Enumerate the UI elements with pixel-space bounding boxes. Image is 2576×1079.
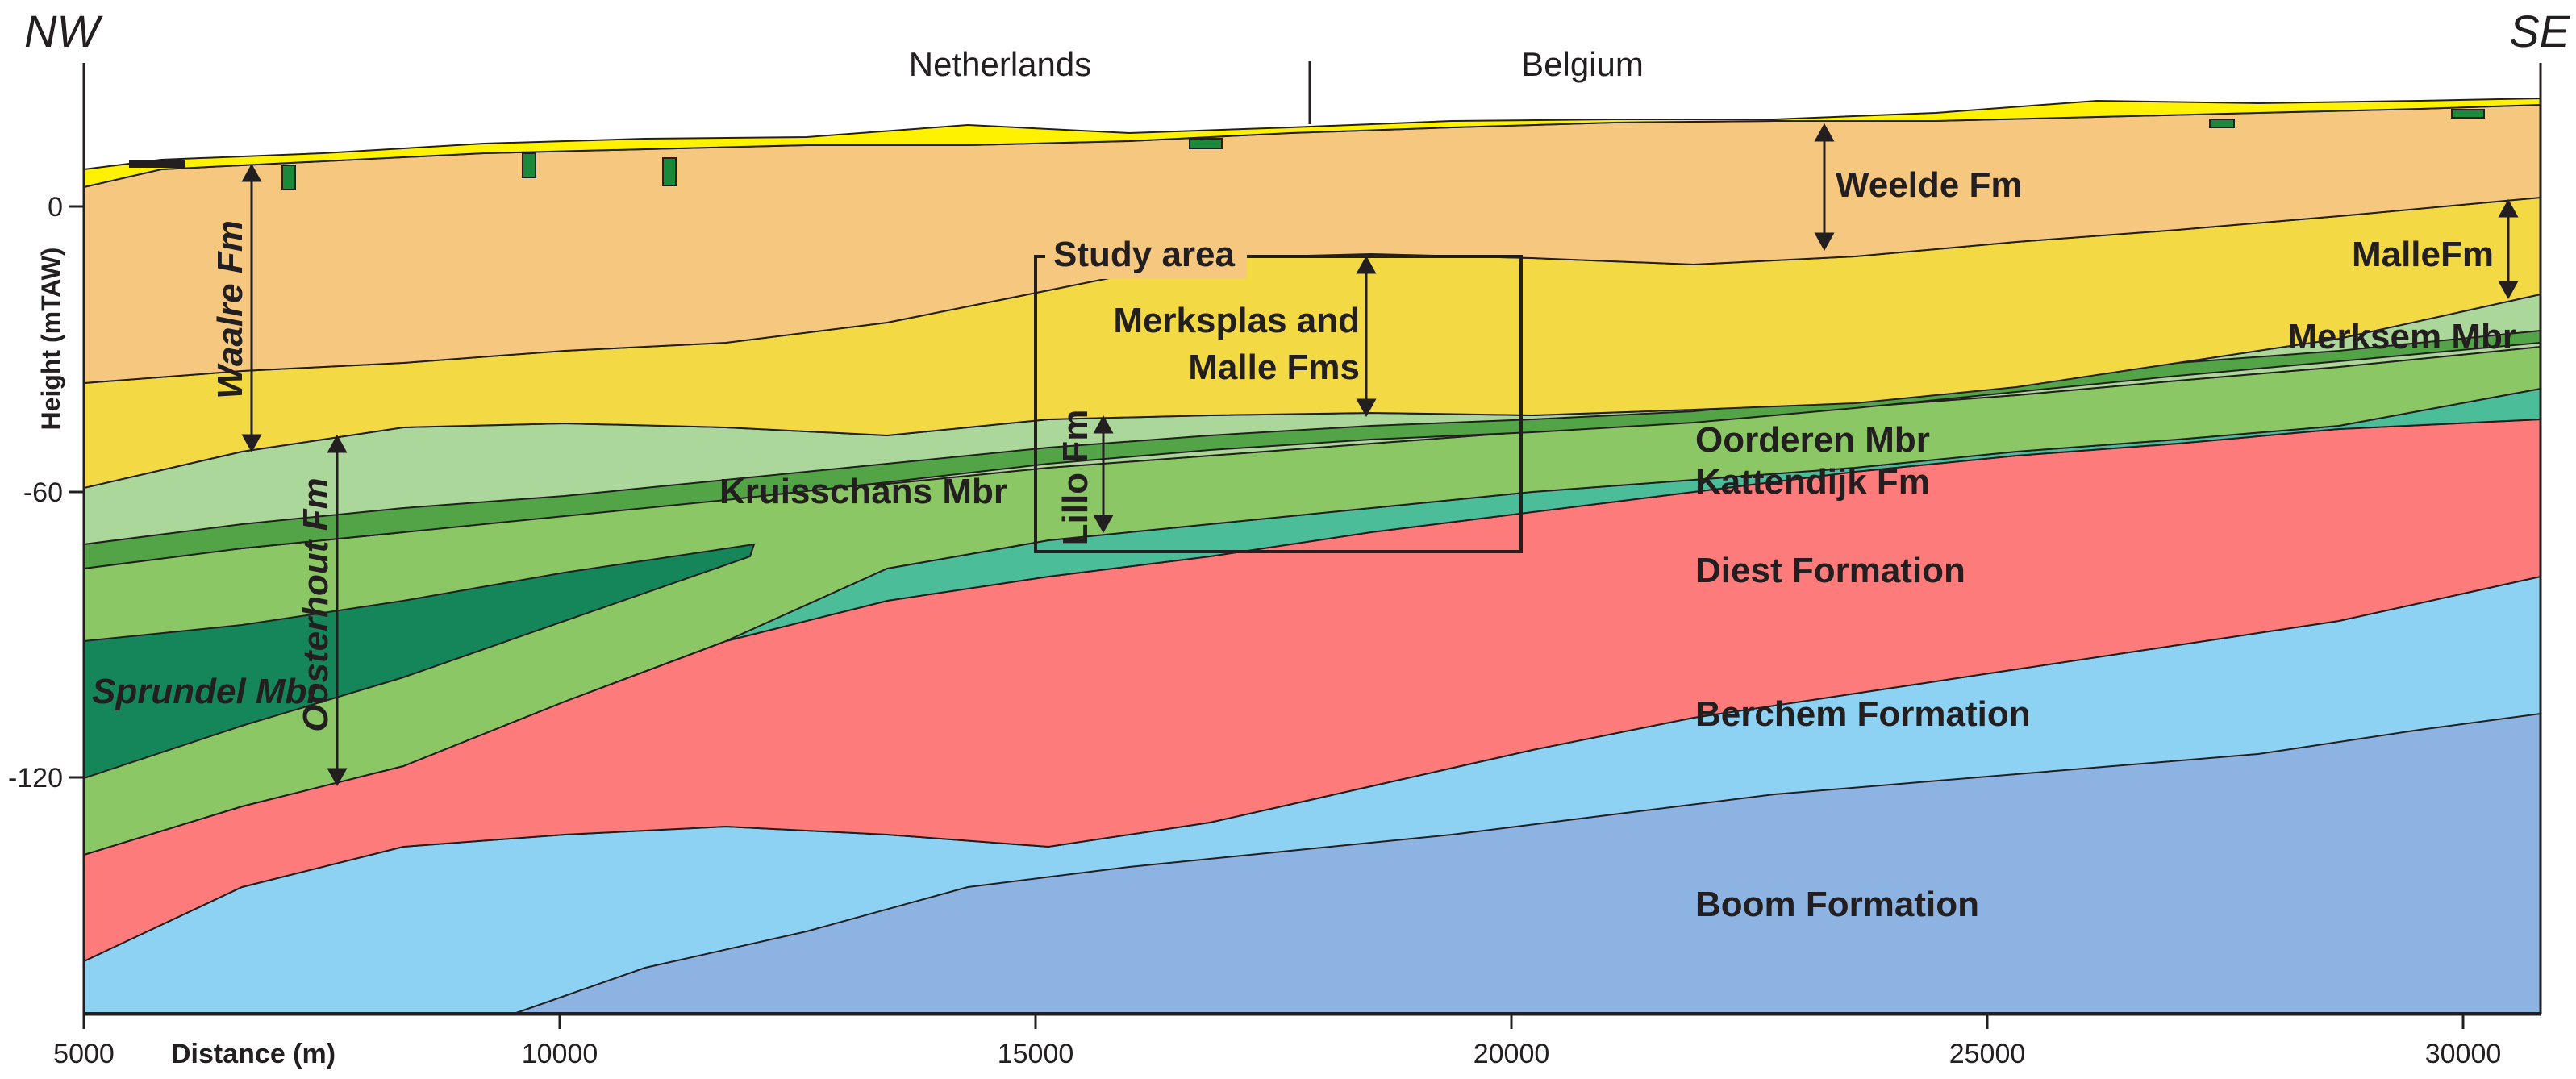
weelde-label: Weelde Fm	[1836, 165, 2022, 205]
sprundel-label: Sprundel Mbr	[92, 672, 323, 711]
study-area-box	[1034, 255, 1523, 553]
x-tick-label: 25000	[1949, 1039, 2026, 1069]
kruisschans-label: Kruisschans Mbr	[719, 472, 1007, 511]
x-tick-label: 10000	[522, 1039, 598, 1069]
se-label: SE	[2509, 6, 2570, 56]
axes	[82, 63, 2542, 1016]
study-area-label-bg	[1045, 232, 1247, 279]
y-axis-label: Height (mTAW)	[36, 248, 65, 431]
strata	[83, 97, 2541, 1014]
malle-label: MalleFm	[2352, 235, 2494, 274]
y-tick-label: 0	[48, 192, 63, 223]
study-area-label: Study area	[1053, 235, 1236, 274]
x-tick-label: 5000	[53, 1039, 115, 1069]
surface-patch	[129, 160, 185, 168]
surface-patch	[2451, 109, 2485, 119]
kattendijk-label: Kattendijk Fm	[1695, 462, 1930, 502]
waalre-label: Waalre Fm	[210, 220, 250, 399]
surface-patch	[662, 157, 677, 186]
belgium-label: Belgium	[1521, 45, 1644, 83]
sprundel-member-layer	[83, 543, 756, 780]
berchem-label: Berchem Formation	[1695, 694, 2031, 734]
x-tick-label: 20000	[1473, 1039, 1550, 1069]
diest-label: Diest Formation	[1695, 551, 1965, 590]
surface-patch	[281, 165, 296, 190]
merksplas-label-line1: Merksplas and	[1113, 301, 1360, 340]
nw-label: NW	[24, 6, 103, 56]
y-tick-label: -60	[23, 477, 63, 508]
surface-patch	[1189, 138, 1223, 149]
thickness-arrows	[241, 123, 2519, 787]
lillo-label: Lillo Fm	[1056, 410, 1095, 546]
y-ticks	[69, 205, 84, 779]
oosterhout-label: Oosterhout Fm	[296, 477, 336, 731]
netherlands-label: Netherlands	[909, 45, 1091, 83]
merksem-label: Merksem Mbr	[2287, 317, 2516, 356]
x-tick-label: 15000	[998, 1039, 1074, 1069]
boom-label: Boom Formation	[1695, 885, 1979, 924]
y-tick-label: -120	[8, 763, 63, 794]
merksplas-label-line2: Malle Fms	[1188, 348, 1360, 387]
x-tick-label: 30000	[2425, 1039, 2502, 1069]
x-axis-label: Distance (m)	[171, 1039, 336, 1069]
boom-formation-layer	[515, 712, 2541, 1014]
x-ticks	[82, 1014, 2465, 1029]
surface-patch	[522, 152, 536, 178]
surface-patch	[2209, 119, 2235, 128]
oorderen-label: Oorderen Mbr	[1695, 420, 1930, 460]
